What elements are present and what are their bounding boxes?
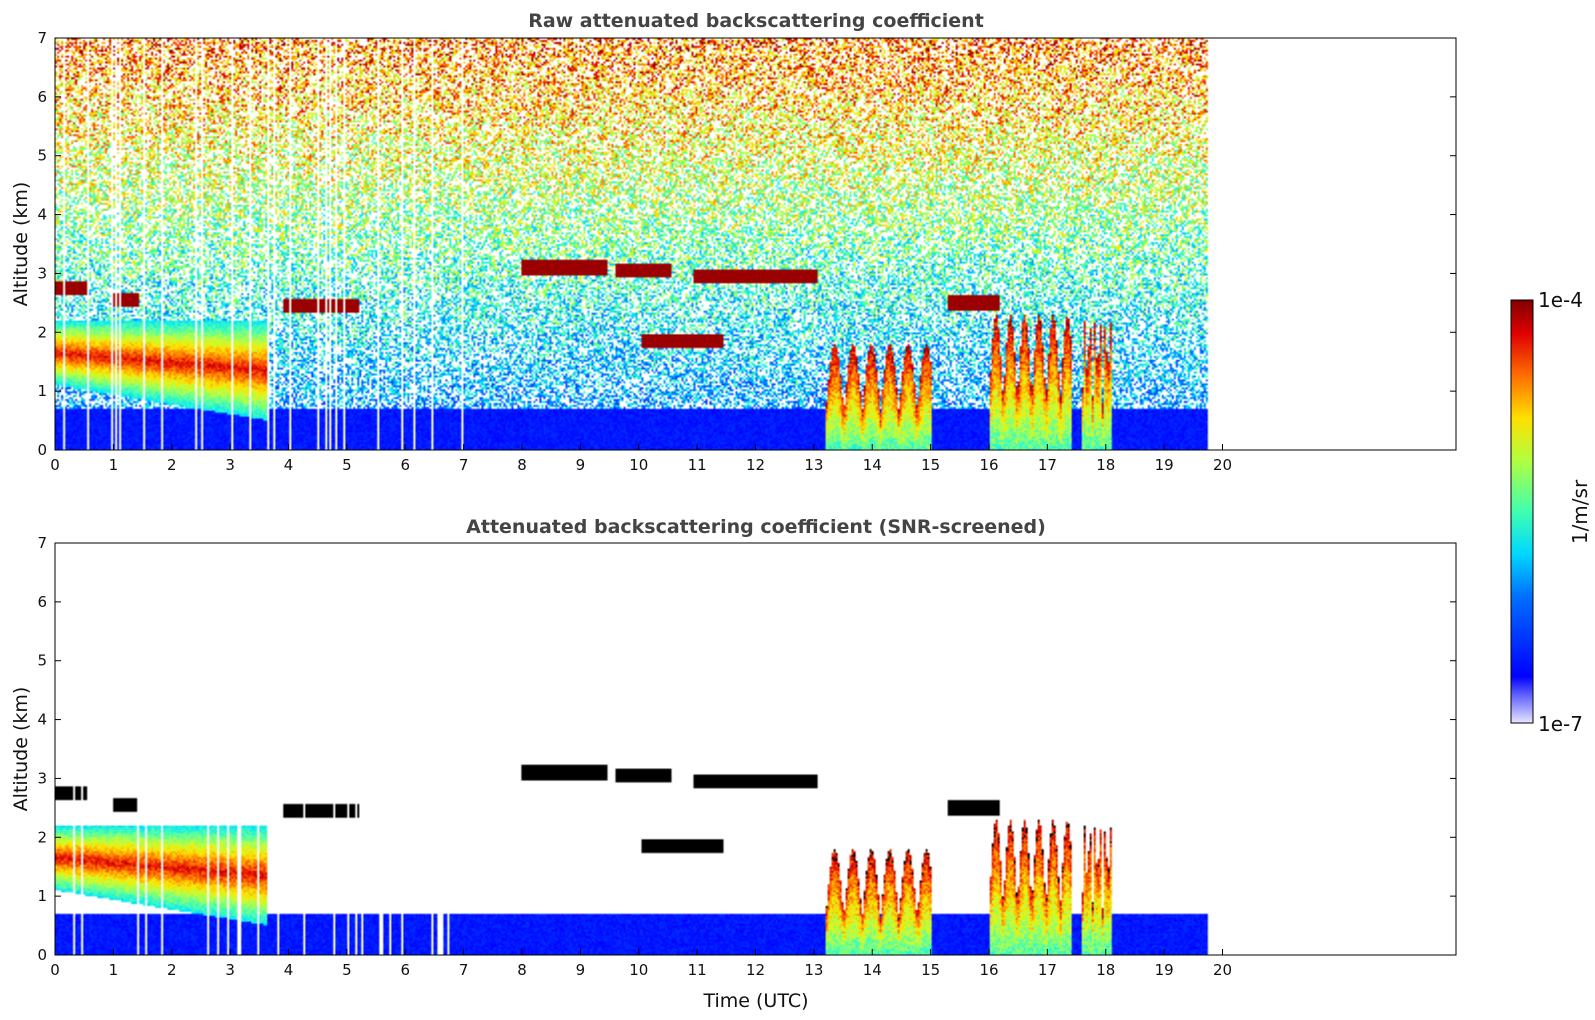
raw-panel-title: Raw attenuated backscattering coefficien… bbox=[528, 10, 984, 32]
colorbar-min-label: 1e-7 bbox=[1538, 712, 1583, 736]
colorbar: 1e-4 1e-7 1/m/sr bbox=[1510, 288, 1592, 736]
x-tick-label: 6 bbox=[400, 961, 410, 979]
x-tick-label: 17 bbox=[1038, 961, 1057, 979]
y-tick-label: 0 bbox=[37, 946, 47, 964]
x-tick-label: 18 bbox=[1096, 456, 1115, 474]
x-tick-label: 2 bbox=[167, 456, 177, 474]
x-tick-label: 5 bbox=[342, 456, 352, 474]
x-tick-label: 1 bbox=[109, 456, 119, 474]
x-tick-label: 0 bbox=[50, 961, 60, 979]
x-tick-label: 11 bbox=[688, 961, 707, 979]
x-tick-label: 15 bbox=[921, 456, 940, 474]
x-tick-label: 20 bbox=[1213, 961, 1232, 979]
y-tick-label: 2 bbox=[37, 828, 47, 846]
x-tick-label: 15 bbox=[921, 961, 940, 979]
raw-x-axis: 0 1 2 3 4 5 6 7 8 9 10 11 12 13 14 15 16 17 18 19 20 bbox=[50, 444, 1232, 474]
x-tick-label: 2 bbox=[167, 961, 177, 979]
y-tick-label: 7 bbox=[37, 534, 47, 552]
x-tick-label: 6 bbox=[400, 456, 410, 474]
x-tick-label: 16 bbox=[979, 456, 998, 474]
screened-x-axis: 0 1 2 3 4 5 6 7 8 9 10 11 12 13 14 15 16 17 18 19 20 bbox=[50, 949, 1232, 979]
raw-heatmap bbox=[55, 38, 1456, 450]
x-tick-label: 8 bbox=[517, 456, 527, 474]
x-tick-label: 5 bbox=[342, 961, 352, 979]
y-tick-label: 7 bbox=[37, 29, 47, 47]
screened-y-axis-label: Altitude (km) bbox=[10, 687, 32, 812]
x-tick-label: 16 bbox=[979, 961, 998, 979]
x-tick-label: 19 bbox=[1155, 961, 1174, 979]
screened-y-axis: 0 1 2 3 4 5 6 7 bbox=[37, 534, 1456, 964]
y-tick-label: 6 bbox=[37, 88, 47, 106]
x-tick-label: 3 bbox=[225, 456, 235, 474]
raw-y-axis: 0 1 2 3 4 5 6 7 bbox=[37, 29, 1456, 459]
y-tick-label: 4 bbox=[37, 206, 47, 224]
x-tick-label: 10 bbox=[629, 456, 648, 474]
screened-heatmap bbox=[55, 543, 1456, 955]
x-tick-label: 11 bbox=[688, 456, 707, 474]
x-tick-label: 0 bbox=[50, 456, 60, 474]
colorbar-max-label: 1e-4 bbox=[1538, 288, 1583, 312]
raw-y-axis-label: Altitude (km) bbox=[10, 182, 32, 307]
y-tick-label: 4 bbox=[37, 711, 47, 729]
x-tick-label: 8 bbox=[517, 961, 527, 979]
y-tick-label: 0 bbox=[37, 441, 47, 459]
x-tick-label: 7 bbox=[459, 456, 469, 474]
y-tick-label: 3 bbox=[37, 769, 47, 787]
colorbar-gradient bbox=[1510, 299, 1534, 724]
raw-backscatter-panel: Raw attenuated backscattering coefficien… bbox=[10, 10, 1457, 474]
x-tick-label: 1 bbox=[109, 961, 119, 979]
y-tick-label: 3 bbox=[37, 264, 47, 282]
x-tick-label: 13 bbox=[804, 961, 823, 979]
y-tick-label: 2 bbox=[37, 323, 47, 341]
x-tick-label: 4 bbox=[284, 961, 294, 979]
x-tick-label: 10 bbox=[629, 961, 648, 979]
x-tick-label: 14 bbox=[863, 961, 882, 979]
x-tick-label: 18 bbox=[1096, 961, 1115, 979]
y-tick-label: 5 bbox=[37, 147, 47, 165]
x-tick-label: 14 bbox=[863, 456, 882, 474]
x-tick-label: 9 bbox=[576, 961, 586, 979]
x-tick-label: 19 bbox=[1155, 456, 1174, 474]
x-tick-label: 7 bbox=[459, 961, 469, 979]
x-tick-label: 3 bbox=[225, 961, 235, 979]
x-tick-label: 4 bbox=[284, 456, 294, 474]
x-axis-label: Time (UTC) bbox=[702, 990, 808, 1012]
x-tick-label: 9 bbox=[576, 456, 586, 474]
x-tick-label: 12 bbox=[746, 456, 765, 474]
y-tick-label: 1 bbox=[37, 887, 47, 905]
y-tick-label: 5 bbox=[37, 652, 47, 670]
snr-screened-panel: Attenuated backscattering coefficient (S… bbox=[10, 516, 1457, 1012]
x-tick-label: 17 bbox=[1038, 456, 1057, 474]
screened-panel-title: Attenuated backscattering coefficient (S… bbox=[466, 516, 1046, 538]
x-tick-label: 13 bbox=[804, 456, 823, 474]
x-tick-label: 20 bbox=[1213, 456, 1232, 474]
y-tick-label: 1 bbox=[37, 382, 47, 400]
colorbar-unit-label: 1/m/sr bbox=[1568, 479, 1592, 544]
x-tick-label: 12 bbox=[746, 961, 765, 979]
y-tick-label: 6 bbox=[37, 593, 47, 611]
